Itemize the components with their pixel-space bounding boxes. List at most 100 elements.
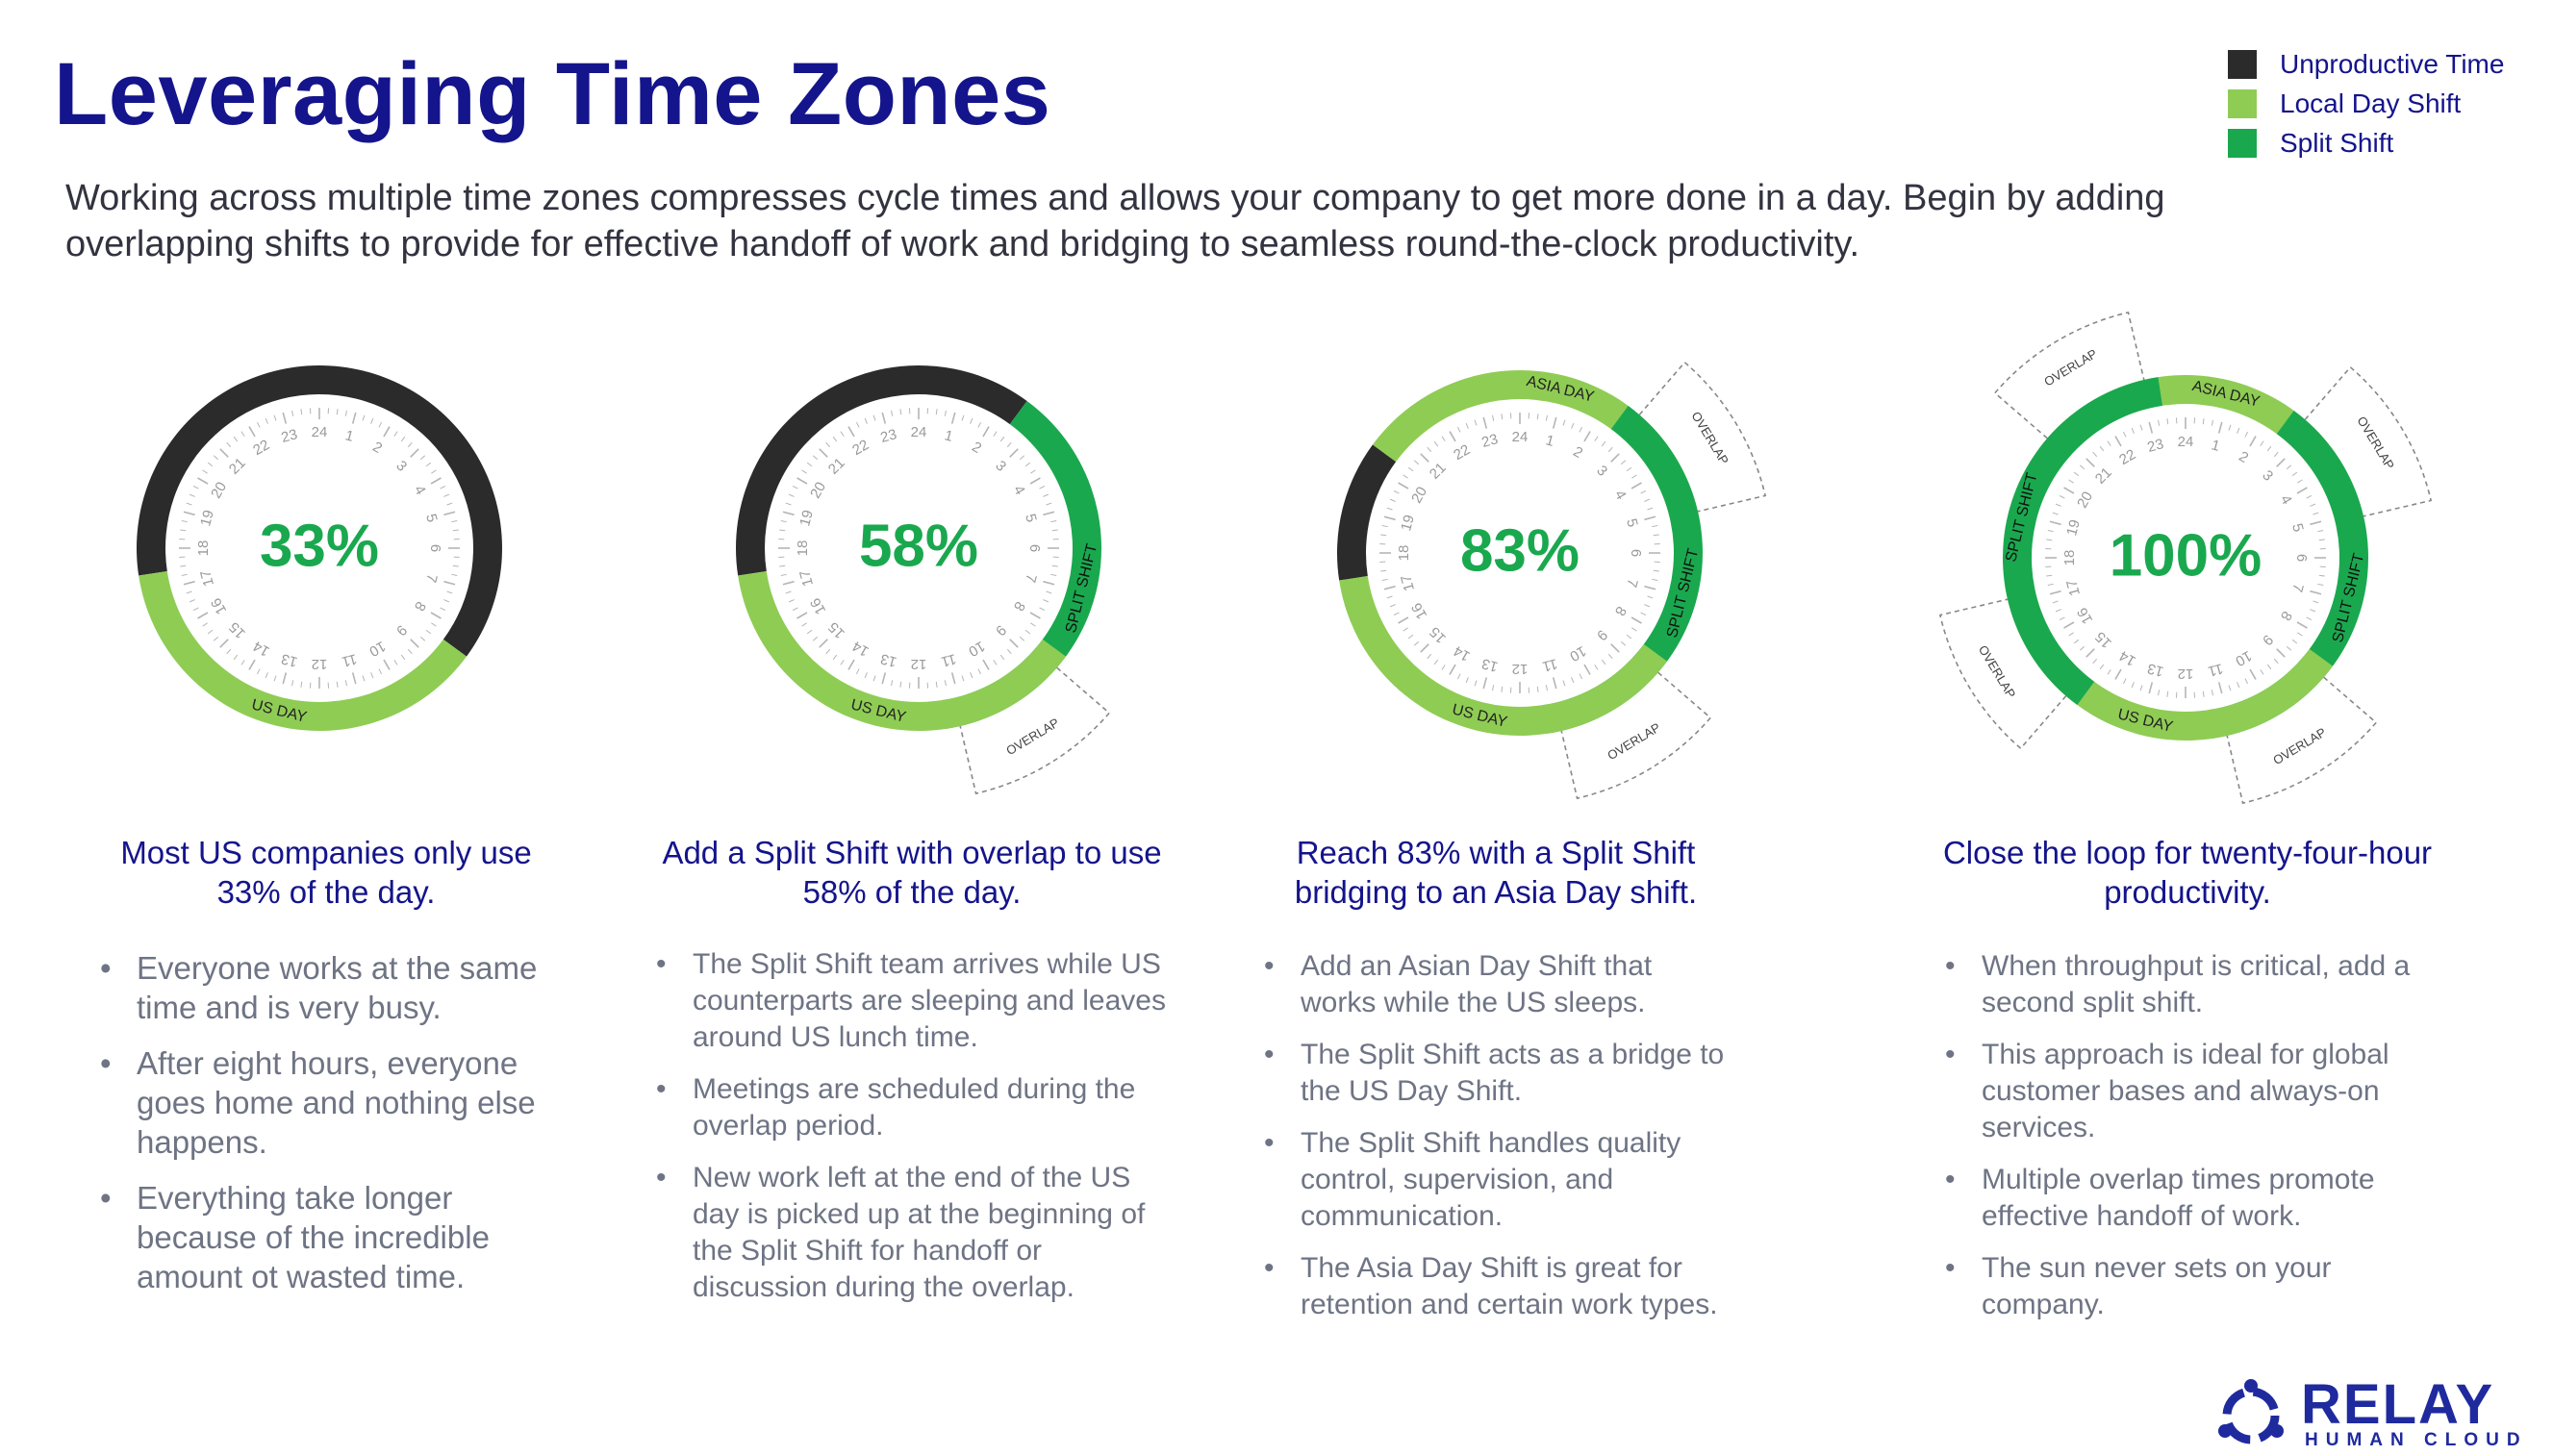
dial-face	[2034, 406, 2338, 710]
shift-dials: US DAY1234567891011121314151617181920212…	[137, 311, 2433, 805]
legend-item-split: Split Shift	[2228, 123, 2504, 163]
bullet-item: Multiple overlap times promote effective…	[1945, 1162, 2438, 1235]
hour-number: 11	[340, 650, 358, 669]
legend-label: Unproductive Time	[2280, 48, 2505, 79]
hour-number: 16	[807, 595, 829, 617]
hour-number: 16	[2074, 605, 2096, 627]
bullet-list: The Split Shift team arrives while US co…	[656, 946, 1172, 1306]
legend-item-unproductive: Unproductive Time	[2228, 44, 2504, 84]
hour-number: 19	[796, 509, 817, 529]
bullet-item: The Split Shift team arrives while US co…	[656, 946, 1172, 1056]
overlap-label: OVERLAP	[1976, 642, 2019, 700]
bullet-item: The Split Shift acts as a bridge to the …	[1264, 1037, 1731, 1110]
bullet-list: When throughput is critical, add a secon…	[1945, 948, 2438, 1323]
dial-1: US DAY1234567891011121314151617181920212…	[137, 365, 503, 732]
dial-face	[167, 396, 471, 700]
coverage-percent: 83%	[1460, 517, 1580, 584]
coverage-percent: 58%	[859, 513, 978, 579]
overlap-label: OVERLAP	[1003, 715, 1061, 759]
ring-segment-unproductive	[1337, 444, 1397, 581]
hour-number: 14	[1451, 642, 1473, 665]
bullet-item: Add an Asian Day Shift that works while …	[1264, 948, 1731, 1021]
hour-number: 17	[197, 568, 217, 589]
ring-segment-unproductive	[137, 365, 503, 657]
ring-segment-local-day	[738, 571, 1067, 732]
hour-number: 13	[879, 650, 899, 670]
ring-segment-split	[1543, 405, 1704, 734]
hour-number: 18	[195, 540, 212, 557]
hour-number: 6	[1628, 549, 1644, 557]
intro-paragraph: Working across multiple time zones compr…	[65, 178, 2165, 264]
column-4: Close the loop for twenty-four-hour prod…	[1937, 833, 2438, 1339]
bullet-item: The Asia Day Shift is great for retentio…	[1264, 1250, 1731, 1323]
hour-number: 12	[312, 656, 328, 672]
bullet-list: Add an Asian Day Shift that works while …	[1264, 948, 1731, 1323]
ring-segment-split	[942, 400, 1101, 729]
bullet-item: This approach is ideal for global custom…	[1945, 1037, 2438, 1146]
hour-number: 6	[2293, 554, 2310, 562]
bullet-item: After eight hours, everyone goes home an…	[100, 1043, 552, 1162]
hour-number: 22	[1451, 441, 1473, 464]
hour-number: 6	[1026, 544, 1043, 552]
column-heading: Close the loop for twenty-four-hour prod…	[1942, 835, 2433, 910]
hour-number: 16	[208, 595, 230, 617]
bullet-item: The Split Shift handles quality control,…	[1264, 1125, 1731, 1235]
logo-tagline: HUMAN CLOUD	[2305, 1430, 2528, 1450]
hour-number: 13	[2146, 660, 2166, 680]
hour-number: 14	[2116, 647, 2138, 669]
dial-face	[1368, 401, 1672, 705]
overlap-label: OVERLAP	[1688, 409, 1731, 466]
hour-number: 24	[1512, 429, 1529, 445]
hour-number: 11	[2206, 660, 2224, 679]
hour-number: 14	[250, 638, 272, 660]
hour-number: 24	[911, 424, 927, 440]
coverage-percent: 100%	[2110, 522, 2262, 589]
hour-number: 10	[966, 638, 988, 660]
hour-number: 6	[427, 544, 443, 552]
hour-number: 10	[1567, 642, 1589, 665]
legend-label: Local Day Shift	[2280, 88, 2462, 118]
hour-number: 14	[849, 638, 872, 660]
hour-number: 11	[1540, 655, 1558, 674]
hour-number: 18	[2061, 550, 2078, 566]
hour-number: 23	[879, 426, 899, 446]
ring-segment-local-day	[1372, 369, 1701, 530]
hour-number: 23	[280, 426, 300, 446]
bullet-item: New work left at the end of the US day i…	[656, 1160, 1172, 1306]
hour-number: 12	[2178, 665, 2194, 682]
hour-number: 10	[2233, 647, 2255, 669]
hour-number: 20	[807, 479, 829, 501]
hour-number: 18	[795, 540, 811, 557]
ring-segment-unproductive	[736, 364, 1027, 576]
hour-number: 13	[1480, 655, 1501, 675]
hour-number: 16	[1408, 600, 1430, 622]
relay-logo-icon	[2218, 1379, 2284, 1444]
hour-number: 20	[1408, 484, 1430, 506]
column-1: Most US companies only use 33% of the da…	[100, 833, 552, 1313]
hour-number: 13	[280, 650, 300, 670]
page-title: Leveraging Time Zones	[54, 45, 1051, 143]
legend-label: Split Shift	[2280, 127, 2394, 158]
overlap-label: OVERLAP	[2270, 725, 2328, 768]
hour-number: 10	[367, 638, 389, 660]
legend-swatch-split	[2228, 128, 2257, 158]
overlap-label: OVERLAP	[2354, 414, 2397, 471]
hour-number: 19	[1398, 514, 1418, 534]
hour-number: 12	[911, 656, 927, 672]
hour-number: 11	[939, 650, 957, 669]
ring-segment-split	[2003, 377, 2162, 706]
hour-number: 12	[1512, 661, 1529, 677]
ring-segment-local-day	[139, 571, 468, 732]
hour-number: 22	[2116, 446, 2138, 468]
hour-number: 20	[2074, 489, 2096, 511]
hour-number: 24	[312, 424, 328, 440]
hour-number: 18	[1396, 545, 1412, 562]
hour-number: 17	[1398, 573, 1418, 593]
hour-number: 19	[197, 509, 217, 529]
coverage-percent: 33%	[260, 513, 379, 579]
bullet-list: Everyone works at the same time and is v…	[100, 948, 552, 1296]
